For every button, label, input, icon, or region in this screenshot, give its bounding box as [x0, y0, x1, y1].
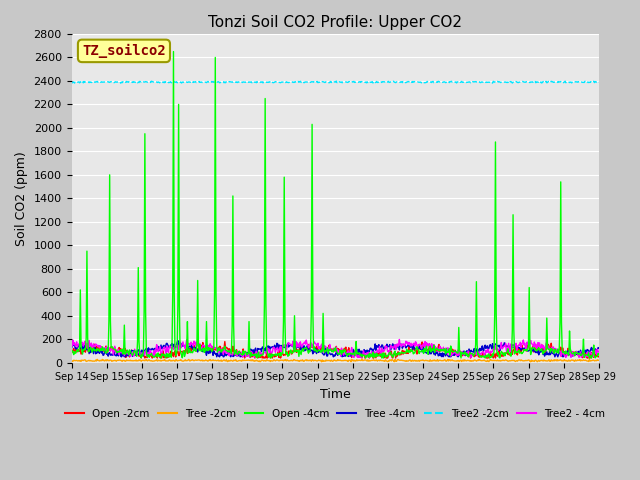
X-axis label: Time: Time — [320, 388, 351, 401]
Text: TZ_soilco2: TZ_soilco2 — [82, 44, 166, 58]
Legend: Open -2cm, Tree -2cm, Open -4cm, Tree -4cm, Tree2 -2cm, Tree2 - 4cm: Open -2cm, Tree -2cm, Open -4cm, Tree -4… — [61, 405, 609, 423]
Title: Tonzi Soil CO2 Profile: Upper CO2: Tonzi Soil CO2 Profile: Upper CO2 — [208, 15, 462, 30]
Y-axis label: Soil CO2 (ppm): Soil CO2 (ppm) — [15, 151, 28, 246]
